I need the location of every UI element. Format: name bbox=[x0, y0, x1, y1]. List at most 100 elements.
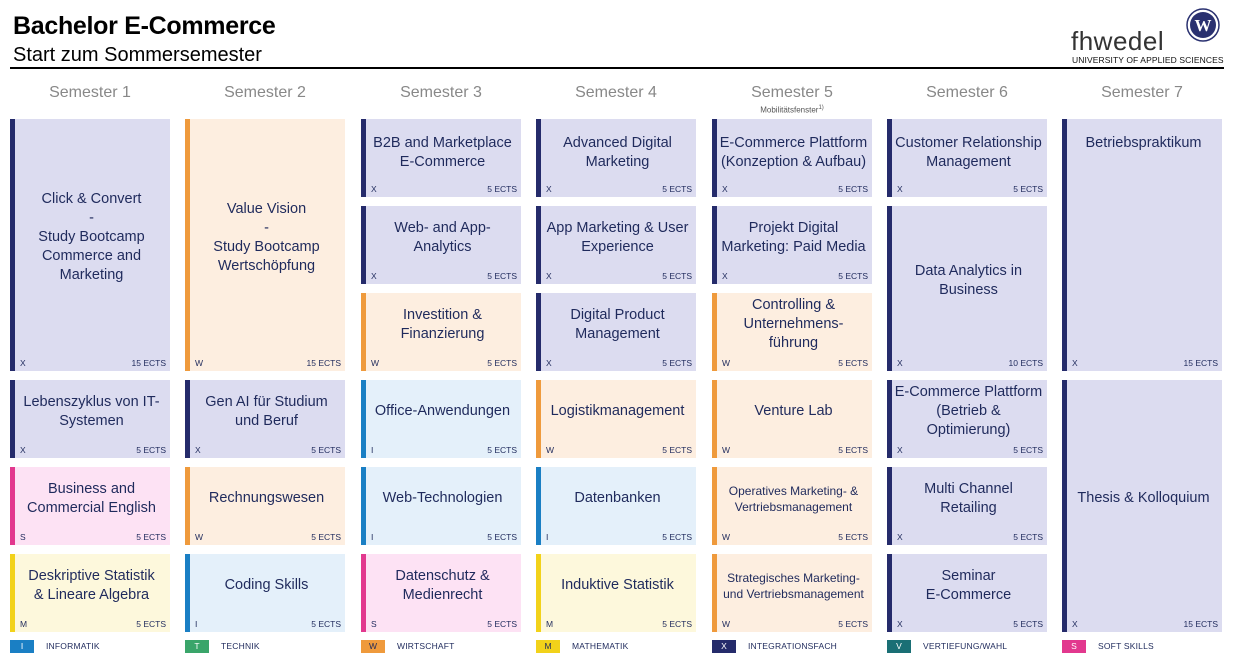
module-card[interactable]: E-Commerce Plattform (Konzeption & Aufba… bbox=[712, 119, 872, 197]
module-category-code: X bbox=[1072, 619, 1078, 629]
module-card[interactable]: Lebenszyklus von IT- Systemen X 5 ECTS bbox=[10, 380, 170, 458]
module-category-code: I bbox=[195, 619, 198, 629]
module-ects: 15 ECTS bbox=[1183, 619, 1219, 629]
module-name: Investition & Finanzierung bbox=[400, 306, 485, 342]
module-card[interactable]: Controlling & Unternehmens- führung W 5 EC… bbox=[712, 293, 872, 371]
module-name: E-Commerce Plattform (Betrieb & Optimier… bbox=[894, 384, 1043, 438]
module-name: Venture Lab bbox=[754, 403, 833, 419]
semester-header: Semester 1 bbox=[49, 84, 131, 101]
module-category-code: X bbox=[20, 358, 26, 368]
legend-swatch: X bbox=[712, 640, 736, 653]
module-ects: 5 ECTS bbox=[311, 619, 341, 629]
logo-emblem-letter: W bbox=[1195, 16, 1212, 35]
legend-swatch: I bbox=[10, 640, 34, 653]
module-card[interactable]: App Marketing & User Experience X 5 ECTS bbox=[536, 206, 696, 284]
semester-note-text: Mobilitätsfenster bbox=[760, 105, 819, 115]
module-ects: 5 ECTS bbox=[838, 532, 868, 542]
module-card[interactable]: Multi Channel Retailing X 5 ECTS bbox=[887, 467, 1047, 545]
module-category-code: X bbox=[897, 445, 903, 455]
module-name: Seminar E-Commerce bbox=[925, 567, 1012, 603]
module-ects: 5 ECTS bbox=[662, 532, 692, 542]
semester-header: Semester 2 bbox=[224, 84, 306, 101]
module-ects: 5 ECTS bbox=[487, 619, 517, 629]
module-name: Controlling & Unternehmens- führung bbox=[743, 297, 844, 351]
university-logo: fhwedel W UNIVERSITY OF APPLIED SCIENCES bbox=[1068, 8, 1224, 66]
module-name: Data Analytics in Business bbox=[914, 263, 1023, 298]
module-card[interactable]: Deskriptive Statistik & Lineare Algebra M… bbox=[10, 554, 170, 632]
module-card[interactable]: Rechnungswesen W 5 ECTS bbox=[185, 467, 345, 545]
module-category-code: W bbox=[722, 358, 731, 368]
module-category-code: X bbox=[897, 532, 903, 542]
semester-note-footnote: 1) bbox=[818, 105, 824, 111]
module-card[interactable]: Gen AI für Studium und Beruf X 5 ECTS bbox=[185, 380, 345, 458]
module-card[interactable]: Advanced Digital Marketing X 5 ECTS bbox=[536, 119, 696, 197]
module-name: Web-Technologien bbox=[382, 490, 503, 506]
module-category-code: X bbox=[897, 184, 903, 194]
module-name: Betriebspraktikum bbox=[1085, 135, 1202, 151]
module-ects: 5 ECTS bbox=[311, 532, 341, 542]
legend-label: INFORMATIK bbox=[46, 641, 100, 651]
module-card[interactable]: Coding Skills I 5 ECTS bbox=[185, 554, 345, 632]
module-name: Advanced Digital Marketing bbox=[563, 135, 672, 170]
module-card[interactable]: Datenschutz & Medienrecht S 5 ECTS bbox=[361, 554, 521, 632]
module-category-code: X bbox=[897, 358, 903, 368]
module-card[interactable]: Induktive Statistik M 5 ECTS bbox=[536, 554, 696, 632]
module-category-code: W bbox=[546, 445, 555, 455]
module-card[interactable]: E-Commerce Plattform (Betrieb & Optimier… bbox=[887, 380, 1047, 458]
semester-header: Semester 7 bbox=[1101, 84, 1183, 101]
legend-label: SOFT SKILLS bbox=[1098, 641, 1154, 651]
module-card[interactable]: Venture Lab W 5 ECTS bbox=[712, 380, 872, 458]
module-card[interactable]: Data Analytics in Business X 10 ECTS bbox=[887, 206, 1047, 371]
module-card[interactable]: Seminar E-Commerce X 5 ECTS bbox=[887, 554, 1047, 632]
module-category-code: X bbox=[897, 619, 903, 629]
module-card[interactable]: Thesis & Kolloquium X 15 ECTS bbox=[1062, 380, 1222, 632]
module-card[interactable]: Customer Relationship Management X 5 ECTS bbox=[887, 119, 1047, 197]
module-category-code: W bbox=[195, 532, 204, 542]
module-ects: 5 ECTS bbox=[487, 184, 517, 194]
legend-label: TECHNIK bbox=[221, 641, 260, 651]
module-card[interactable]: Datenbanken I 5 ECTS bbox=[536, 467, 696, 545]
module-category-code: I bbox=[546, 532, 549, 542]
module-card[interactable]: Office-Anwendungen I 5 ECTS bbox=[361, 380, 521, 458]
module-ects: 5 ECTS bbox=[662, 184, 692, 194]
module-category-code: I bbox=[371, 445, 374, 455]
module-card[interactable]: Click & Convert - Study Bootcamp Commerc… bbox=[10, 119, 170, 371]
module-name: Logistikmanagement bbox=[550, 403, 685, 419]
module-card[interactable]: Betriebspraktikum X 15 ECTS bbox=[1062, 119, 1222, 371]
module-card[interactable]: Investition & Finanzierung W 5 ECTS bbox=[361, 293, 521, 371]
module-name: Office-Anwendungen bbox=[374, 403, 511, 419]
module-ects: 15 ECTS bbox=[1183, 358, 1219, 368]
module-category-code: X bbox=[546, 184, 552, 194]
module-card[interactable]: Business and Commercial English S 5 ECTS bbox=[10, 467, 170, 545]
module-ects: 5 ECTS bbox=[1013, 445, 1043, 455]
module-category-code: W bbox=[722, 445, 731, 455]
header-divider bbox=[10, 67, 1224, 69]
semester-header: Semester 4 bbox=[575, 84, 657, 101]
module-card[interactable]: B2B and Marketplace E-Commerce X 5 ECTS bbox=[361, 119, 521, 197]
module-card[interactable]: Strategisches Marketing- und Vertriebsma… bbox=[712, 554, 872, 632]
module-category-code: X bbox=[195, 445, 201, 455]
module-card[interactable]: Logistikmanagement W 5 ECTS bbox=[536, 380, 696, 458]
module-card[interactable]: Web-Technologien I 5 ECTS bbox=[361, 467, 521, 545]
module-ects: 15 ECTS bbox=[306, 358, 342, 368]
module-category-code: W bbox=[722, 532, 731, 542]
module-ects: 5 ECTS bbox=[1013, 619, 1043, 629]
module-category-code: W bbox=[195, 358, 204, 368]
module-card[interactable]: Value Vision - Study Bootcamp Wertschöpf… bbox=[185, 119, 345, 371]
module-card[interactable]: Projekt Digital Marketing: Paid Media X 5 … bbox=[712, 206, 872, 284]
module-ects: 5 ECTS bbox=[838, 445, 868, 455]
legend-label: WIRTSCHAFT bbox=[397, 641, 455, 651]
module-card[interactable]: Web- and App- Analytics X 5 ECTS bbox=[361, 206, 521, 284]
module-category-code: I bbox=[371, 532, 374, 542]
legend-label: MATHEMATIK bbox=[572, 641, 629, 651]
module-name: Datenschutz & Medienrecht bbox=[395, 567, 490, 603]
module-category-code: X bbox=[20, 445, 26, 455]
module-card[interactable]: Operatives Marketing- & Vertriebsmanagem… bbox=[712, 467, 872, 545]
module-ects: 15 ECTS bbox=[131, 358, 167, 368]
module-name: Lebenszyklus von IT- Systemen bbox=[23, 393, 160, 429]
module-ects: 5 ECTS bbox=[838, 271, 868, 281]
module-name: Thesis & Kolloquium bbox=[1077, 490, 1210, 506]
module-category-code: X bbox=[1072, 358, 1078, 368]
module-ects: 5 ECTS bbox=[662, 271, 692, 281]
module-card[interactable]: Digital Product Management X 5 ECTS bbox=[536, 293, 696, 371]
